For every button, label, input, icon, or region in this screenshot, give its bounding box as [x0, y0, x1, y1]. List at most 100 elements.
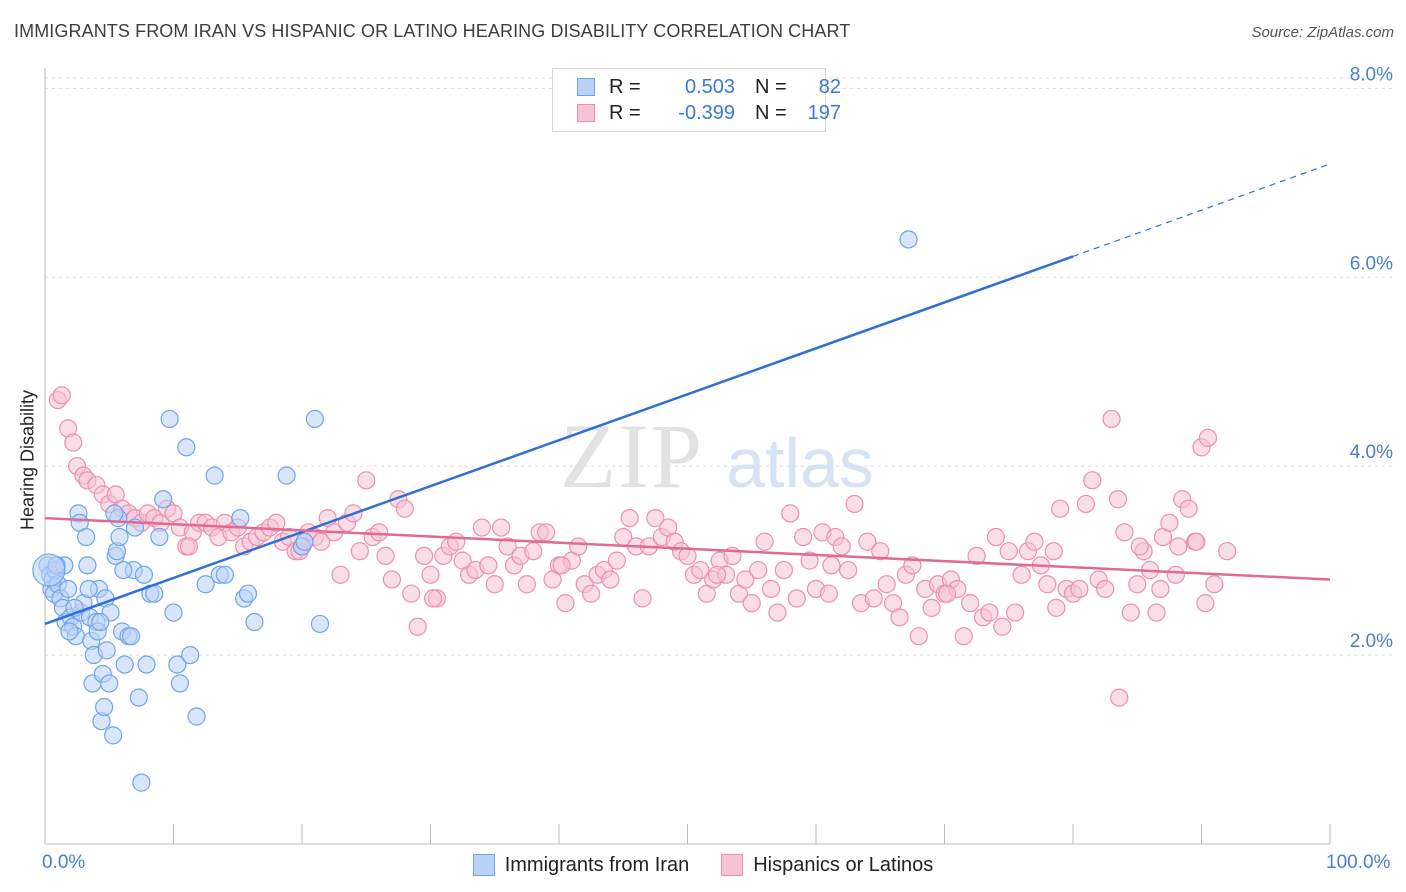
y-tick-label: 2.0% — [1350, 631, 1393, 652]
legend-swatch-hispanic — [577, 104, 595, 122]
hispanic-point — [871, 542, 890, 561]
hispanic-point — [447, 532, 466, 551]
hispanic-point — [986, 527, 1006, 547]
iran-point — [110, 527, 129, 547]
hispanic-point — [357, 471, 376, 490]
trend-lines — [44, 163, 1331, 626]
legend-r-value-hispanic: -0.399 — [678, 101, 735, 124]
hispanic-point — [961, 594, 980, 613]
bottom-legend-swatch-hispanic — [721, 854, 744, 876]
hispanic-point — [781, 504, 800, 523]
hispanic-point — [1102, 409, 1121, 429]
hispanic-point — [524, 542, 543, 561]
hispanic-point — [1198, 428, 1218, 447]
iran-point — [181, 645, 200, 665]
hispanic-point — [64, 433, 83, 452]
hispanic-point — [768, 603, 787, 622]
hispanic-point — [909, 627, 928, 646]
hispanic-point — [646, 509, 665, 528]
hispanic-point — [954, 627, 973, 646]
iran-point — [100, 674, 119, 693]
hispanic-point — [678, 546, 697, 566]
iran-point — [137, 655, 156, 674]
hispanic-point — [980, 603, 999, 622]
iran-point — [154, 490, 173, 509]
hispanic-point — [1128, 575, 1147, 594]
hispanic-point — [552, 556, 571, 575]
hispanic-point — [1218, 542, 1237, 561]
bottom-legend-label-iran: Immigrants from Iran — [504, 853, 690, 876]
hispanic-point — [485, 575, 504, 594]
legend-n-label: N = — [755, 101, 787, 124]
hispanic-point — [402, 584, 421, 603]
hispanic-point — [607, 551, 626, 570]
hispanic-point — [1012, 565, 1031, 584]
hispanic-point — [832, 537, 851, 556]
hispanic-point — [819, 584, 838, 603]
hispanic-trend-line — [44, 516, 1331, 581]
y-axis-label: Hearing Disability — [17, 389, 38, 531]
hispanic-point — [1179, 499, 1198, 518]
hispanic-point — [845, 494, 864, 514]
iran-point — [60, 622, 79, 641]
hispanic-point — [395, 499, 414, 518]
iran-point — [121, 627, 141, 646]
hispanic-point — [414, 546, 434, 566]
iran-point — [245, 612, 264, 632]
hispanic-point — [537, 523, 556, 542]
watermark-atlas: atlas — [726, 424, 874, 502]
iran-point — [899, 230, 918, 249]
legend-row-iran: R = 0.503 N = 82 — [577, 75, 841, 99]
hispanic-point — [569, 537, 588, 556]
iran-point — [150, 527, 169, 547]
hispanic-point — [1110, 688, 1129, 707]
hispanic-point — [1070, 579, 1089, 599]
y-tick-label: 4.0% — [1350, 442, 1393, 463]
iran-trend-line — [44, 255, 1074, 626]
chart-title: IMMIGRANTS FROM IRAN VS HISPANIC OR LATI… — [14, 21, 851, 41]
hispanic-point — [620, 509, 639, 528]
hispanic-point — [858, 532, 877, 551]
hispanic-point — [839, 560, 858, 580]
hispanic-point — [1025, 532, 1044, 551]
hispanic-point — [556, 594, 575, 613]
hispanic-point — [331, 565, 350, 584]
hispanic-point — [376, 546, 395, 566]
iran-point — [104, 726, 123, 745]
hispanic-point — [1166, 565, 1185, 584]
hispanic-point — [370, 523, 389, 542]
hispanic-point — [742, 594, 761, 613]
source-label: Source: ZipAtlas.com — [1251, 24, 1394, 41]
hispanic-point — [582, 584, 601, 603]
hispanic-point — [350, 542, 369, 561]
iran-point — [105, 504, 124, 523]
iran-point — [310, 614, 330, 634]
y-tick-label: 8.0% — [1350, 64, 1393, 85]
hispanic-point — [492, 518, 511, 537]
legend-r-label: R = — [609, 101, 641, 124]
iran-point — [91, 612, 110, 632]
hispanic-point — [1205, 575, 1224, 594]
hispanic-point — [1038, 575, 1057, 594]
hispanic-point — [1147, 603, 1166, 622]
hispanic-point — [1076, 494, 1095, 514]
hispanic-point — [423, 589, 443, 608]
iran-point — [196, 575, 215, 594]
hispanic-point — [1096, 579, 1115, 599]
watermark-zip: ZIP — [560, 405, 704, 507]
hispanic-point — [1051, 499, 1070, 518]
hispanic-point — [999, 542, 1018, 561]
y-tick-labels: 2.0% 4.0% 6.0% 8.0% — [1350, 64, 1393, 652]
hispanic-point — [993, 617, 1012, 636]
hispanic-point — [707, 565, 727, 584]
iran-point — [77, 527, 96, 547]
legend-n-value-iran: 82 — [818, 75, 841, 98]
iran-point — [215, 565, 234, 584]
hispanic-point — [421, 565, 440, 584]
hispanic-point — [822, 556, 841, 575]
iran-point — [59, 579, 78, 599]
x-tick-label-max: 100.0% — [1326, 852, 1391, 873]
iran-point — [205, 466, 224, 485]
hispanic-point — [382, 570, 402, 589]
